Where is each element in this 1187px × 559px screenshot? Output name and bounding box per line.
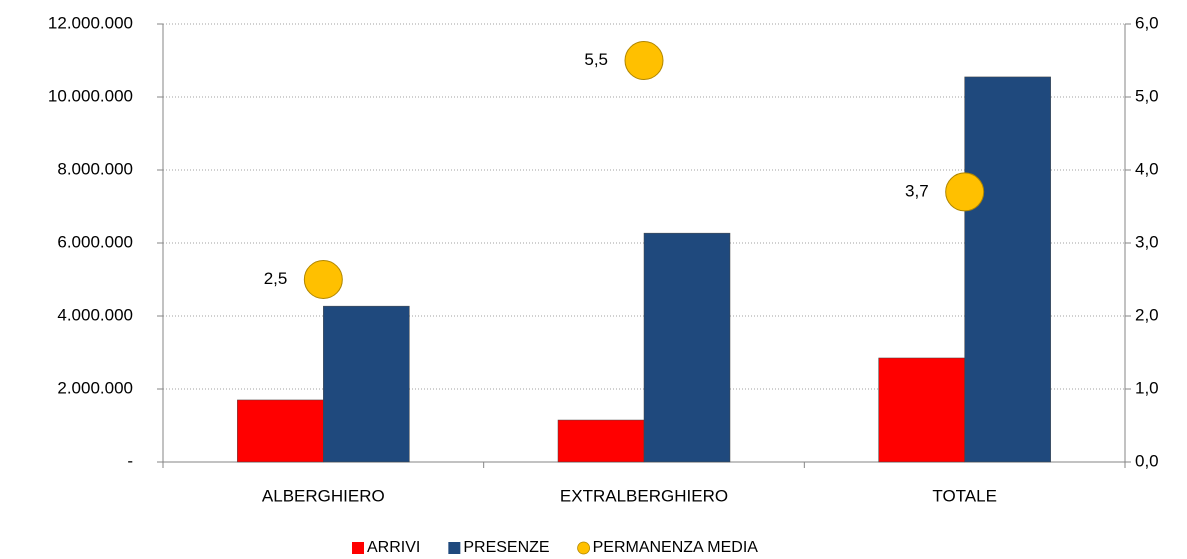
bar — [643, 232, 731, 463]
point — [624, 41, 664, 80]
y2-tick-label: 2,0 — [1135, 305, 1159, 324]
data-label: 5,5 — [584, 50, 608, 69]
data-label: 3,7 — [905, 181, 929, 200]
y2-tick-label: 5,0 — [1135, 86, 1159, 105]
y-tick-label: 4.000.000 — [57, 305, 133, 324]
x-tick-label: EXTRALBERGHIERO — [560, 486, 728, 505]
y-tick-label: 12.000.000 — [48, 13, 133, 32]
y2-tick-label: 4,0 — [1135, 159, 1159, 178]
bar — [557, 419, 645, 463]
bar — [964, 76, 1051, 463]
y-tick-label: 6.000.000 — [57, 232, 133, 251]
bar — [323, 305, 410, 463]
point — [303, 260, 343, 299]
y-tick-label: 2.000.000 — [57, 378, 133, 397]
y-tick-label: - — [127, 451, 133, 470]
legend-label: PERMANENZA MEDIA — [593, 539, 759, 556]
legend-label: ARRIVI — [367, 539, 420, 556]
bar — [237, 399, 324, 463]
y2-tick-label: 3,0 — [1135, 232, 1159, 251]
y-tick-label: 8.000.000 — [57, 159, 133, 178]
bar — [878, 357, 965, 463]
point — [945, 172, 985, 212]
y-tick-label: 10.000.000 — [48, 86, 133, 105]
legend-label: PRESENZE — [463, 539, 549, 556]
y2-tick-label: 1,0 — [1135, 378, 1159, 397]
data-label: 2,5 — [264, 269, 288, 288]
x-tick-label: ALBERGHIERO — [262, 486, 385, 505]
legend-marker — [352, 542, 364, 554]
legend-marker — [577, 541, 590, 555]
legend-marker — [448, 542, 461, 554]
x-tick-label: TOTALE — [932, 486, 997, 505]
y2-tick-label: 0,0 — [1135, 451, 1159, 470]
y2-tick-label: 6,0 — [1135, 13, 1159, 32]
